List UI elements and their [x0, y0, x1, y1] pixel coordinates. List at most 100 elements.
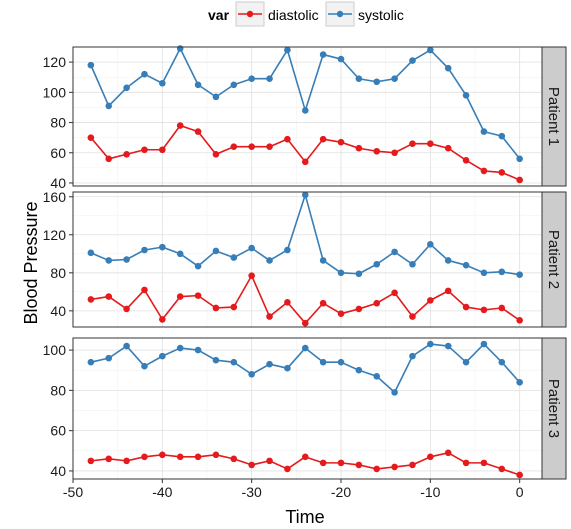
data-point-diastolic [159, 451, 166, 459]
y-tick-label: 80 [50, 382, 66, 398]
legend-title: var [208, 7, 230, 23]
data-point-systolic [516, 155, 523, 163]
data-point-systolic [391, 75, 398, 83]
y-tick-label: 120 [43, 54, 67, 70]
data-point-systolic [87, 61, 95, 69]
legend-point-diastolic [246, 10, 254, 18]
data-point-systolic [498, 268, 506, 276]
data-point-diastolic [391, 289, 398, 297]
facet-panel-3: 40 60 80 100 Patient 3 [43, 337, 567, 480]
data-point-systolic [516, 379, 523, 386]
facet-strip-label: Patient 3 [545, 379, 562, 438]
data-point-systolic [87, 358, 95, 366]
data-point-systolic [194, 262, 202, 270]
data-point-diastolic [373, 299, 381, 307]
data-point-systolic [319, 257, 327, 264]
data-point-systolic [266, 360, 273, 368]
data-point-diastolic [516, 176, 523, 184]
data-point-diastolic [462, 303, 470, 311]
data-point-systolic [176, 344, 184, 352]
data-point-systolic [266, 257, 273, 264]
data-point-systolic [176, 250, 184, 258]
data-point-diastolic [319, 135, 327, 143]
data-point-systolic [480, 340, 488, 348]
data-point-diastolic [498, 465, 506, 473]
facet-strip [541, 337, 567, 480]
facet-panel-2: 40 80 120 160 Patient 2 [43, 189, 567, 328]
data-point-diastolic [266, 457, 273, 465]
data-point-systolic [141, 246, 148, 254]
data-point-systolic [248, 370, 255, 378]
data-point-diastolic [248, 272, 255, 279]
data-point-diastolic [427, 297, 434, 304]
data-point-diastolic [194, 292, 202, 299]
x-tick-label: 0 [516, 484, 524, 500]
facet-strip [541, 46, 567, 187]
y-tick-label: 100 [43, 84, 67, 100]
data-point-systolic [284, 246, 291, 254]
data-point-systolic [409, 57, 416, 64]
data-point-diastolic [444, 287, 452, 295]
data-point-diastolic [444, 449, 452, 457]
data-point-systolic [123, 342, 130, 350]
data-point-systolic [230, 81, 238, 89]
data-point-diastolic [230, 303, 238, 311]
data-point-diastolic [355, 144, 363, 152]
data-point-systolic [123, 256, 130, 263]
x-tick-label: -30 [242, 484, 262, 500]
data-point-diastolic [87, 296, 95, 303]
facet-strip [541, 191, 567, 328]
data-point-systolic [230, 358, 238, 366]
data-point-diastolic [87, 457, 95, 465]
y-tick-label: 40 [50, 175, 66, 191]
data-point-diastolic [248, 143, 255, 151]
data-point-diastolic [480, 459, 488, 467]
data-point-diastolic [230, 143, 238, 151]
data-point-diastolic [498, 304, 506, 312]
facet-strip-label: Patient 2 [545, 230, 562, 289]
data-point-diastolic [355, 305, 363, 313]
data-point-diastolic [248, 461, 255, 469]
facet-strip-label: Patient 1 [545, 87, 562, 146]
x-tick-label: -50 [63, 484, 83, 500]
facet-panel-1: 40 60 80 100 120 Patient 1 [43, 45, 567, 191]
data-point-diastolic [462, 459, 470, 467]
data-point-diastolic [391, 463, 398, 471]
data-point-diastolic [194, 128, 202, 135]
data-point-diastolic [498, 169, 506, 176]
data-point-systolic [301, 344, 309, 352]
data-point-diastolic [319, 459, 327, 467]
data-point-diastolic [176, 453, 184, 461]
data-point-diastolic [444, 144, 452, 152]
data-point-systolic [248, 75, 255, 83]
x-axis: -50 -40 -30 -20 -10 0 [63, 479, 524, 500]
data-point-systolic [141, 70, 148, 78]
data-point-diastolic [337, 138, 345, 146]
data-point-diastolic [141, 286, 148, 294]
data-point-systolic [373, 372, 381, 380]
data-point-systolic [194, 81, 202, 89]
y-tick-label: 100 [43, 342, 67, 358]
data-point-diastolic [141, 146, 148, 154]
data-point-diastolic [87, 134, 95, 141]
y-tick-label: 160 [43, 189, 67, 205]
y-tick-label: 60 [50, 423, 66, 439]
y-tick-label: 80 [50, 265, 66, 281]
data-point-systolic [87, 249, 95, 257]
data-point-systolic [409, 352, 416, 360]
data-point-systolic [516, 271, 523, 279]
data-point-diastolic [373, 465, 381, 473]
y-tick-label: 80 [50, 115, 66, 131]
data-point-systolic [284, 364, 291, 372]
data-point-diastolic [123, 457, 130, 465]
data-point-diastolic [373, 147, 381, 155]
data-point-systolic [159, 79, 166, 87]
legend-label-diastolic: diastolic [268, 7, 319, 23]
data-point-diastolic [105, 455, 113, 463]
data-point-diastolic [266, 313, 273, 320]
panel-background [73, 47, 542, 186]
panel-background [73, 192, 542, 327]
legend-point-systolic [336, 10, 344, 18]
data-point-diastolic [301, 158, 309, 166]
